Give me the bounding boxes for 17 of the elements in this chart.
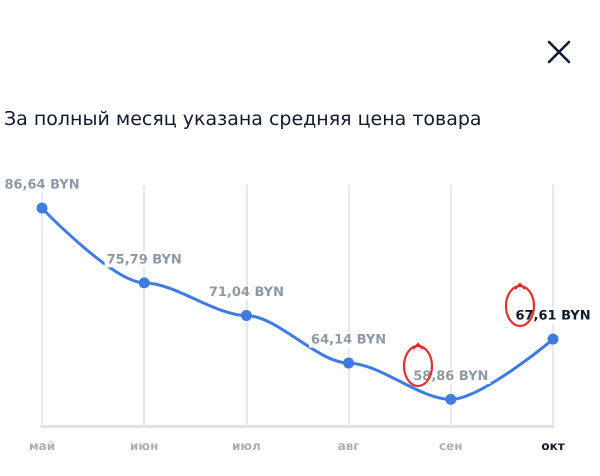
data-label: 64,14 BYN [311, 332, 386, 348]
point [343, 358, 354, 369]
point [36, 202, 48, 214]
x-tick-label: окт [541, 439, 565, 453]
point [138, 277, 150, 288]
x-tick-label: авг [338, 439, 360, 453]
x-tick-label: май [28, 439, 56, 453]
point [445, 394, 456, 405]
data-label: 86,64 BYN [4, 178, 80, 193]
point [240, 310, 252, 322]
data-label: 71,04 BYN [208, 285, 284, 300]
x-tick-label: июн [130, 439, 158, 453]
data-label: 75,79 BYN [106, 252, 182, 268]
x-tick-label: сен [439, 439, 463, 453]
chart-title: За полный месяц указана средняя цена товара [4, 108, 482, 130]
point [548, 334, 558, 345]
x-tick-label: июл [232, 439, 261, 453]
